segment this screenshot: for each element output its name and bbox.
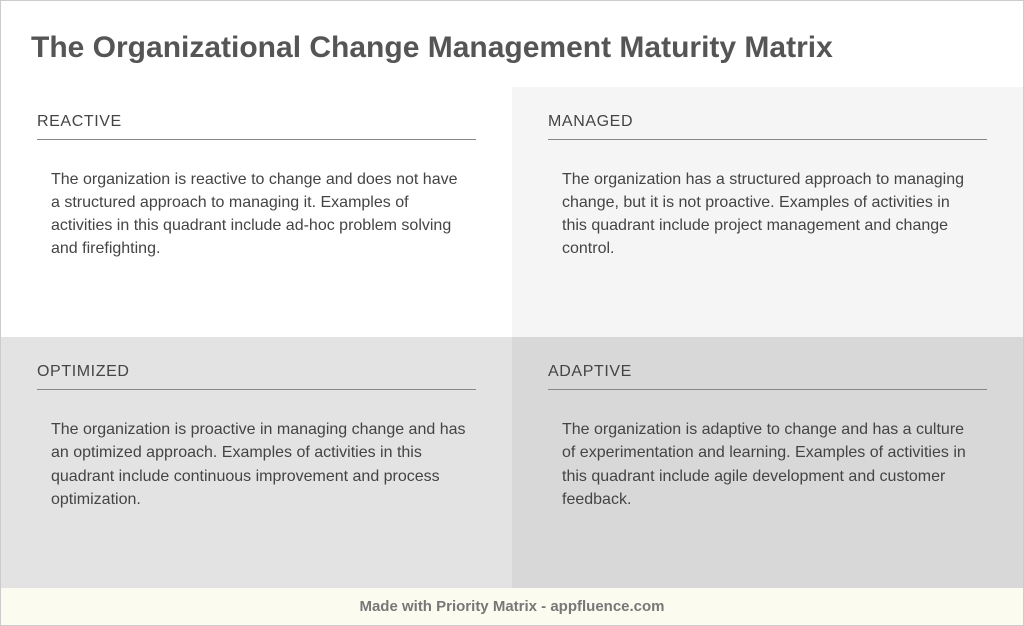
quadrant-label: MANAGED bbox=[548, 113, 987, 140]
footer-attribution: Made with Priority Matrix - appfluence.c… bbox=[359, 598, 664, 615]
footer: Made with Priority Matrix - appfluence.c… bbox=[1, 588, 1023, 625]
quadrant-managed: MANAGED The organization has a structure… bbox=[512, 87, 1023, 338]
quadrant-label: OPTIMIZED bbox=[37, 363, 476, 390]
page-title: The Organizational Change Management Mat… bbox=[31, 29, 993, 67]
quadrant-description: The organization is reactive to change a… bbox=[37, 168, 467, 261]
quadrant-adaptive: ADAPTIVE The organization is adaptive to… bbox=[512, 337, 1023, 588]
quadrant-description: The organization is proactive in managin… bbox=[37, 418, 467, 511]
quadrant-reactive: REACTIVE The organization is reactive to… bbox=[1, 87, 512, 338]
quadrant-label: REACTIVE bbox=[37, 113, 476, 140]
quadrant-optimized: OPTIMIZED The organization is proactive … bbox=[1, 337, 512, 588]
quadrant-label: ADAPTIVE bbox=[548, 363, 987, 390]
quadrant-description: The organization is adaptive to change a… bbox=[548, 418, 978, 511]
quadrant-description: The organization has a structured approa… bbox=[548, 168, 978, 261]
maturity-matrix: REACTIVE The organization is reactive to… bbox=[1, 87, 1023, 589]
header: The Organizational Change Management Mat… bbox=[1, 1, 1023, 87]
